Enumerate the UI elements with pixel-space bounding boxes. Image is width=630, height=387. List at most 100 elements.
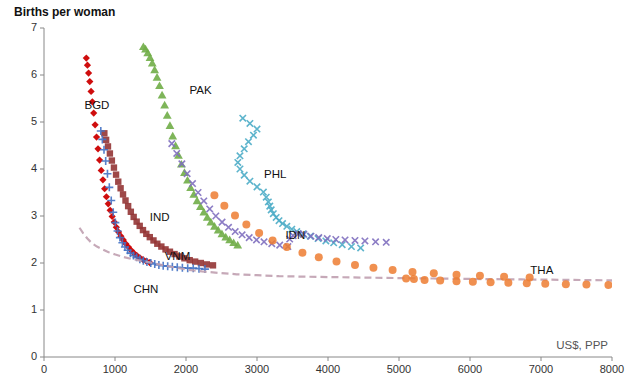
point [430, 269, 438, 277]
point [166, 121, 175, 129]
point [408, 268, 416, 276]
point [247, 120, 253, 126]
point [100, 146, 108, 154]
point [541, 280, 549, 288]
annotation: CHN [133, 283, 158, 295]
point [402, 275, 410, 283]
point [307, 233, 313, 239]
y-tick [40, 75, 44, 76]
plot-area [80, 42, 613, 289]
point [357, 245, 363, 251]
y-tick-label: 5 [31, 115, 37, 127]
point [179, 161, 185, 167]
point [192, 258, 198, 264]
point [201, 198, 207, 204]
x-tick [44, 357, 45, 361]
annotation: PHL [264, 168, 287, 180]
point [237, 153, 243, 159]
point [168, 132, 177, 140]
point [103, 170, 111, 178]
point [96, 156, 103, 163]
annotation: IND [150, 211, 170, 223]
y-tick-label: 1 [31, 303, 37, 315]
point [383, 239, 389, 245]
x-tick [115, 357, 116, 361]
y-tick-label: 3 [31, 209, 37, 221]
series [80, 228, 613, 282]
point [92, 121, 99, 128]
point [210, 191, 218, 199]
point [389, 266, 397, 274]
point [239, 232, 245, 238]
point [233, 241, 242, 249]
point [504, 279, 512, 287]
annotations: BGDPAKPHLIDNINDVNMCHNTHA [84, 84, 553, 295]
x-tick-label: 5000 [387, 363, 411, 375]
point [207, 206, 213, 212]
point [333, 236, 339, 242]
point [155, 81, 164, 89]
annotation: VNM [165, 250, 191, 262]
point [85, 70, 92, 77]
series-line [80, 228, 613, 282]
point [277, 242, 283, 248]
point [97, 127, 105, 135]
point [210, 262, 216, 268]
point [163, 111, 172, 119]
point [372, 239, 378, 245]
point [242, 220, 250, 228]
point [231, 212, 239, 220]
point [240, 115, 246, 121]
point [232, 228, 238, 234]
y-tick [40, 310, 44, 311]
point [111, 219, 119, 227]
point [250, 132, 256, 138]
point [195, 189, 201, 195]
point [219, 219, 225, 225]
point [421, 276, 429, 284]
point [120, 191, 126, 197]
x-tick-label: 2000 [174, 363, 198, 375]
point [103, 193, 110, 200]
x-tick [541, 357, 542, 361]
point [298, 249, 306, 257]
point [247, 178, 253, 184]
point [122, 197, 128, 203]
y-tick-label: 2 [31, 256, 37, 268]
point [315, 253, 323, 261]
point [469, 278, 477, 286]
point [189, 180, 195, 186]
point [94, 145, 101, 152]
x-tick-label: 0 [41, 363, 47, 375]
point [255, 229, 263, 237]
point [348, 243, 354, 249]
point [111, 164, 117, 170]
point [315, 235, 321, 241]
point [237, 166, 243, 172]
x-tick [257, 357, 258, 361]
point [213, 213, 219, 219]
point [83, 54, 90, 61]
y-tick [40, 263, 44, 264]
point [254, 184, 260, 190]
x-tick [612, 357, 613, 361]
series [235, 115, 364, 251]
point [84, 62, 91, 69]
point [87, 88, 94, 95]
point [220, 202, 228, 210]
x-tick [470, 357, 471, 361]
point [487, 278, 495, 286]
series [97, 127, 209, 273]
point [225, 224, 231, 230]
y-axis-label: Births per woman [14, 5, 115, 19]
point [174, 151, 183, 159]
point [453, 277, 461, 285]
point [604, 281, 612, 289]
point [254, 126, 260, 132]
point [246, 234, 252, 240]
point [107, 150, 113, 156]
point [351, 261, 359, 269]
point [436, 276, 444, 284]
x-tick-label: 6000 [458, 363, 482, 375]
y-tick-label: 6 [31, 68, 37, 80]
